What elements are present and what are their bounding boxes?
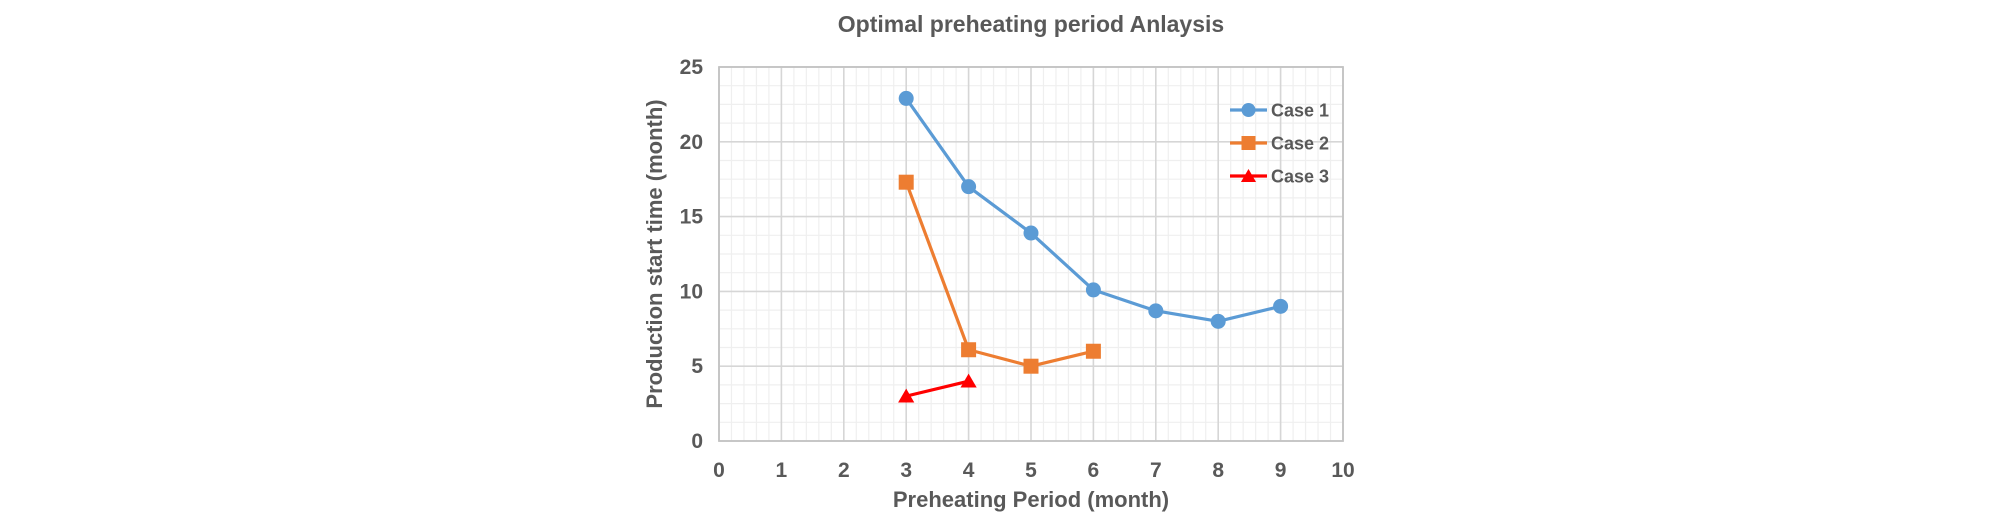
legend-item-case-1-marker: [1241, 103, 1256, 117]
series-case-1-point: [1085, 282, 1101, 298]
legend-item-case-1-label: Case 1: [1271, 101, 1329, 121]
series-case-3-point: [898, 388, 915, 403]
legend: Case 1 Case 2 Case 3: [1230, 101, 1329, 187]
series-case-2-point: [1023, 358, 1039, 374]
y-tick-label: 15: [680, 206, 704, 229]
x-tick-label: 1: [776, 459, 788, 482]
x-tick-labels: 0 1 2 3 4 5 6 7 8 9 10: [713, 459, 1355, 482]
x-tick-label: 9: [1275, 459, 1287, 482]
legend-item-case-3: Case 3: [1230, 167, 1329, 187]
y-tick-label: 25: [680, 56, 704, 79]
legend-item-case-3-marker: [1240, 169, 1257, 182]
series-case-1-point: [1023, 225, 1039, 241]
x-tick-label: 10: [1331, 459, 1354, 482]
x-tick-label: 2: [838, 459, 850, 482]
x-tick-label: 0: [713, 459, 725, 482]
series-case-2-point: [961, 342, 977, 358]
series-case-1-point: [961, 179, 977, 195]
series-case-2-point: [1085, 343, 1101, 359]
series-case-1-point: [1210, 313, 1226, 329]
chart-title: Optimal preheating period Anlaysis: [837, 11, 1225, 37]
x-tick-label: 8: [1212, 459, 1224, 482]
y-tick-label: 0: [691, 430, 703, 453]
y-tick-labels: 0 5 10 15 20 25: [680, 56, 704, 453]
series-case-2-line: [904, 180, 1096, 368]
y-tick-label: 10: [680, 280, 703, 303]
legend-item-case-2-label: Case 2: [1271, 134, 1329, 154]
legend-item-case-2-marker: [1241, 136, 1256, 150]
series-case-1-point: [898, 90, 914, 106]
x-tick-label: 5: [1025, 459, 1037, 482]
series-case-3: [898, 373, 977, 403]
legend-item-case-2: Case 2: [1230, 134, 1329, 154]
series-case-3-line: [904, 379, 971, 398]
y-tick-label: 5: [691, 355, 703, 378]
series-case-3-point: [960, 373, 977, 388]
series-case-1-point: [1273, 298, 1289, 314]
y-tick-label: 20: [680, 131, 703, 154]
series-case-1-point: [1148, 303, 1164, 319]
series-case-1: [898, 90, 1289, 329]
legend-item-case-3-label: Case 3: [1271, 167, 1329, 187]
x-tick-label: 7: [1150, 459, 1162, 482]
plot-border: [718, 66, 1344, 442]
legend-item-case-1: Case 1: [1230, 101, 1329, 121]
x-axis-title: Preheating Period (month): [892, 487, 1170, 512]
x-tick-label: 4: [963, 459, 975, 482]
series-case-2-point: [898, 174, 914, 190]
x-tick-label: 6: [1088, 459, 1100, 482]
series-case-2: [898, 174, 1101, 374]
x-tick-label: 3: [900, 459, 912, 482]
